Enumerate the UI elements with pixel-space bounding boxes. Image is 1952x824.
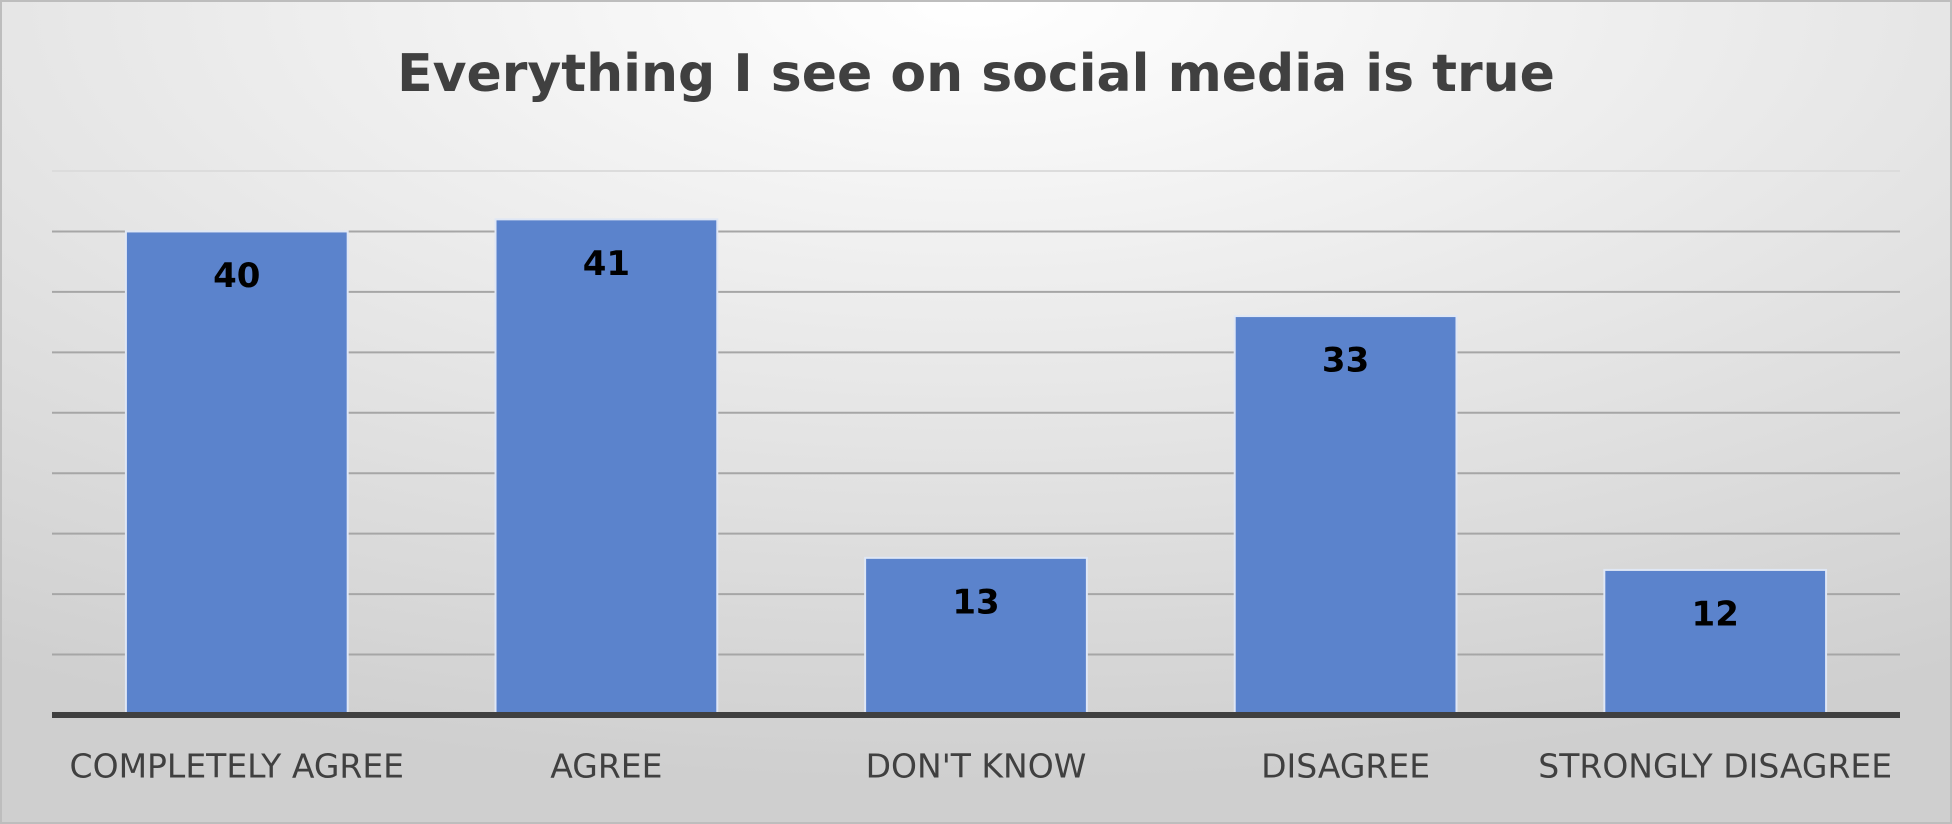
bar (494, 218, 719, 716)
bar (864, 556, 1088, 716)
data-label: 33 (1322, 341, 1369, 381)
bar (1233, 315, 1458, 716)
chart-title: Everything I see on social media is true (397, 44, 1555, 104)
data-label: 12 (1692, 594, 1739, 634)
data-label: 40 (213, 256, 260, 296)
bar (124, 230, 349, 716)
data-label: 13 (952, 582, 999, 622)
x-tick-label: STRONGLY DISAGREE (1538, 747, 1892, 786)
x-tick-label: DON'T KNOW (866, 747, 1087, 786)
data-label: 41 (583, 244, 630, 284)
x-tick-label: COMPLETELY AGREE (70, 747, 404, 786)
bar (1603, 568, 1828, 717)
x-tick-label: AGREE (550, 747, 662, 786)
x-tick-label: DISAGREE (1261, 747, 1430, 786)
plot-area: COMPLETELY AGREE 40 AGREE 41 DON'T KNOW 13 DIS… (52, 170, 1900, 786)
